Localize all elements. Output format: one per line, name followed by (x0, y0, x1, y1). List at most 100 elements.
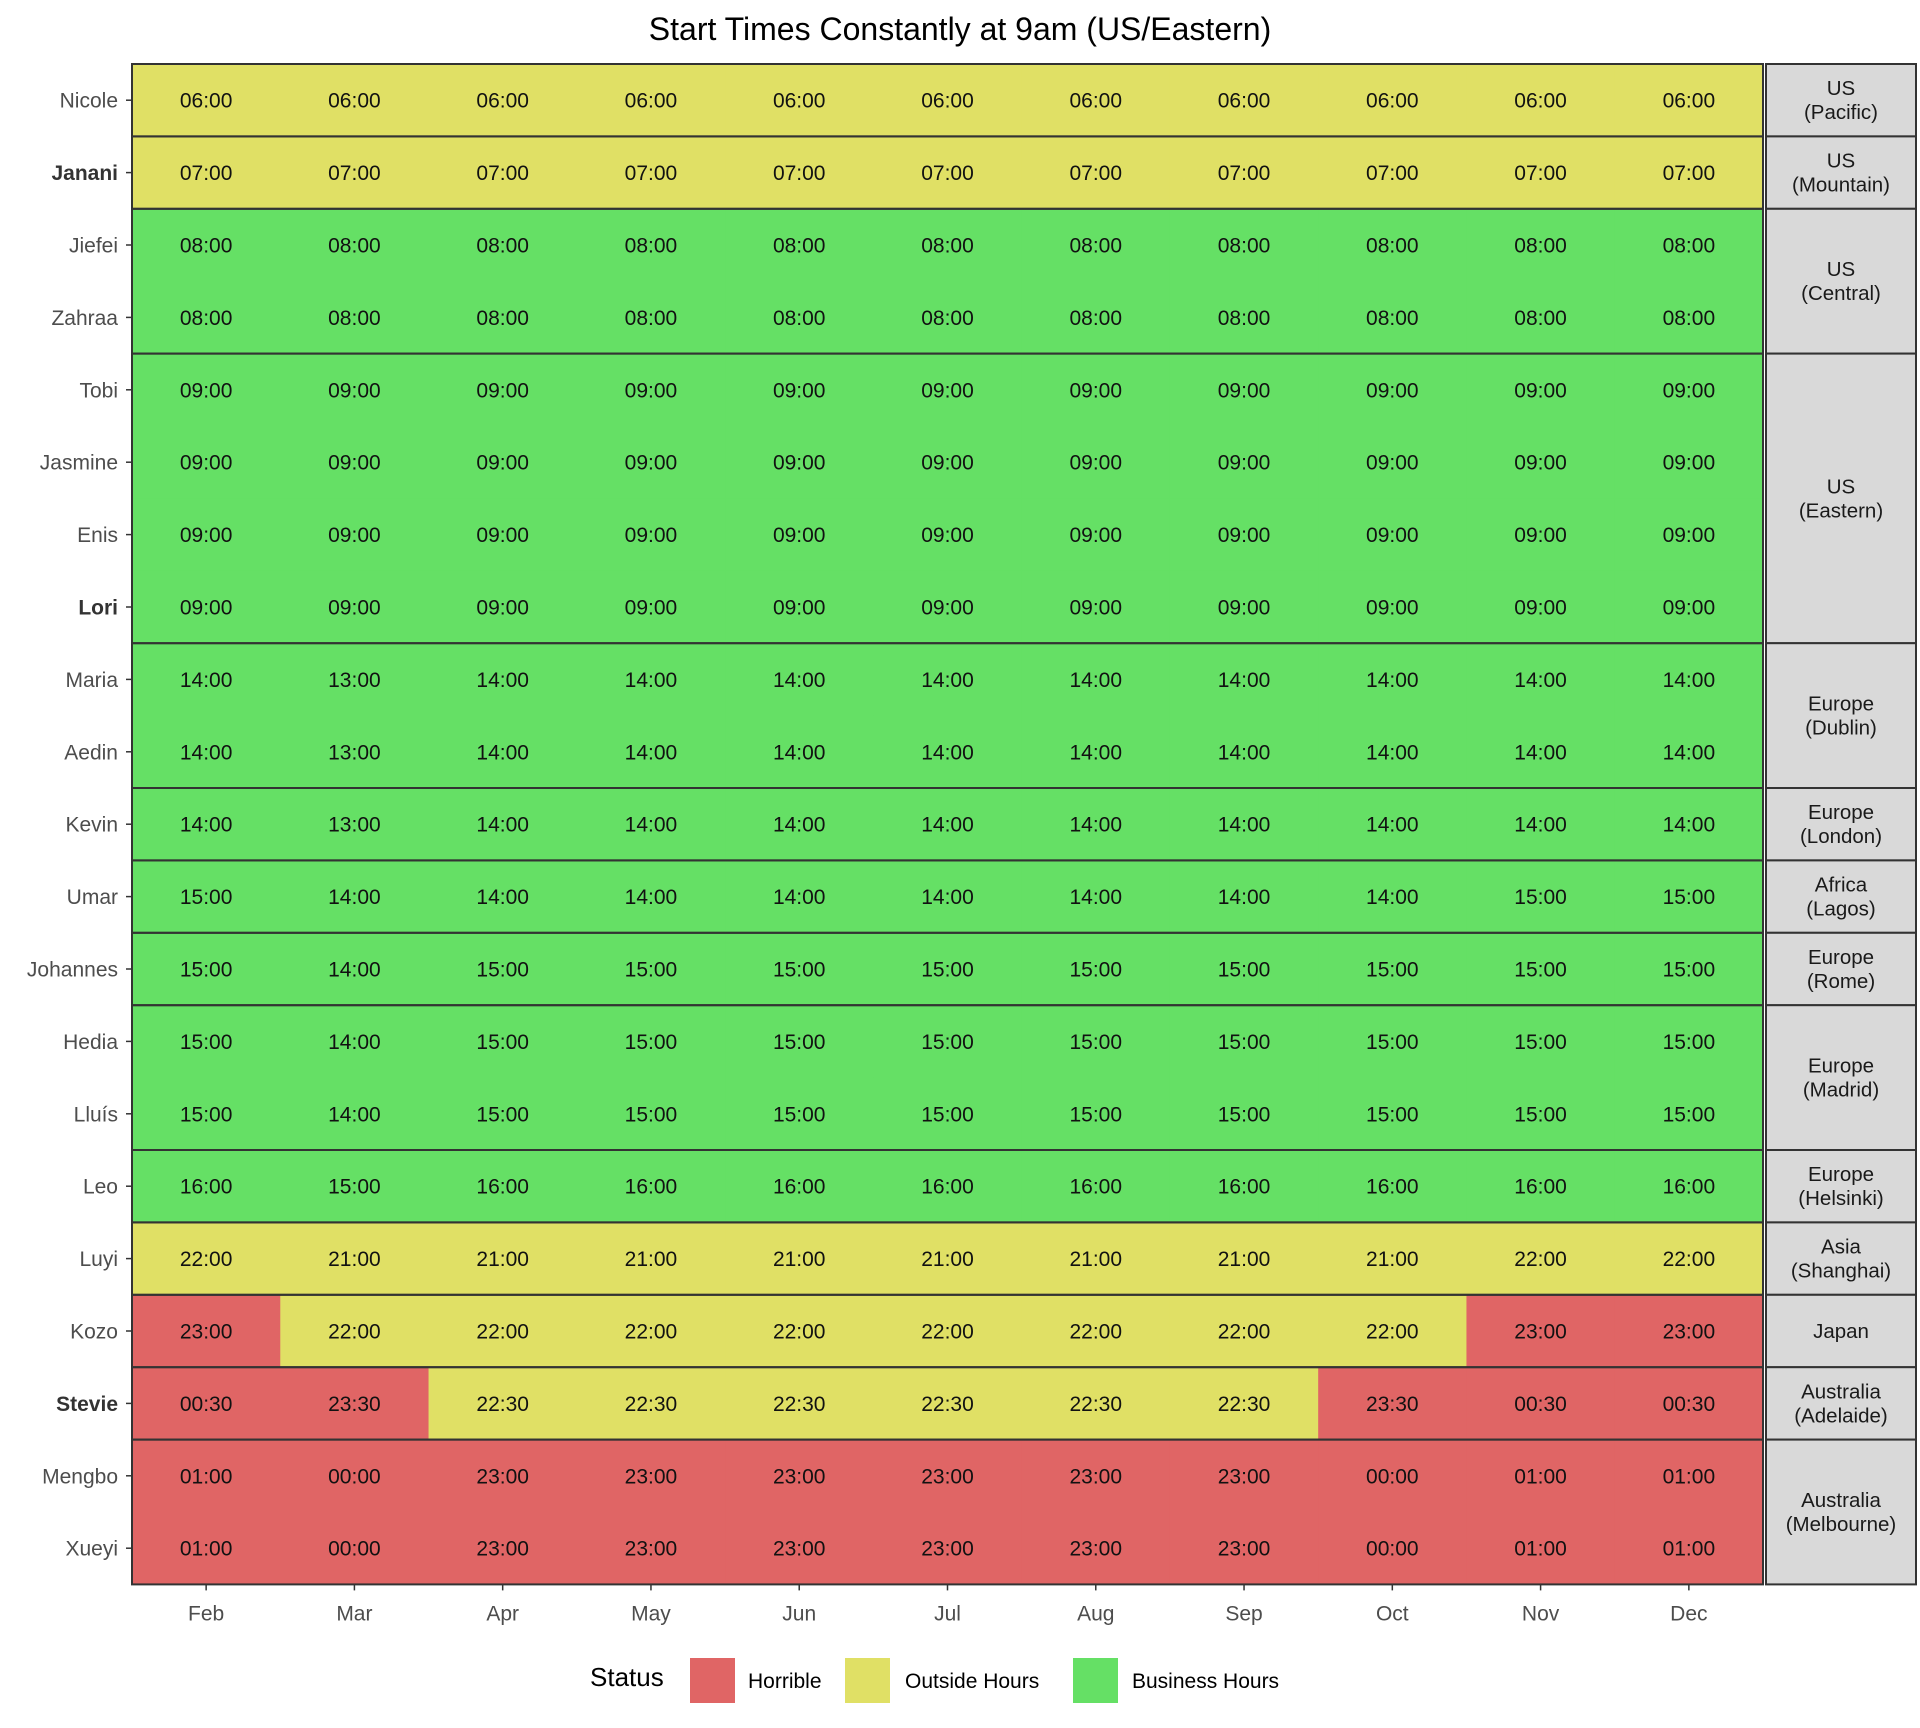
heatmap-cell (1318, 860, 1468, 934)
heatmap-cell (280, 426, 430, 499)
person-label: Lori (78, 597, 118, 620)
cell-time-label: 22:30 (476, 1393, 529, 1416)
heatmap-cell (1466, 1005, 1616, 1079)
heatmap-cell (576, 1005, 726, 1079)
cell-time-label: 14:00 (1514, 814, 1567, 837)
heatmap-cell (1466, 1512, 1616, 1585)
cell-time-label: 08:00 (1663, 235, 1716, 258)
cell-time-label: 01:00 (1514, 1465, 1567, 1488)
heatmap-cell (873, 1512, 1023, 1585)
heatmap-cell (1614, 353, 1764, 427)
cell-time-label: 00:00 (328, 1538, 381, 1561)
heatmap-cell (280, 932, 430, 1006)
heatmap-cell (1318, 570, 1468, 644)
facet-strip-label: (Lagos) (1806, 898, 1876, 921)
cell-time-label: 15:00 (773, 1031, 826, 1054)
heatmap-cell (1169, 1439, 1319, 1513)
heatmap-cell (576, 426, 726, 499)
heatmap-cell (1614, 64, 1764, 137)
person-label: Umar (67, 886, 118, 909)
facet-strip-label: US (1827, 475, 1855, 498)
cell-time-label: 23:00 (1218, 1538, 1271, 1561)
cell-time-label: 21:00 (1366, 1248, 1419, 1271)
cell-time-label: 22:00 (1514, 1248, 1567, 1271)
cell-time-label: 14:00 (328, 959, 381, 982)
heatmap-cell (725, 570, 874, 644)
cell-time-label: 23:00 (921, 1538, 974, 1561)
cell-time-label: 14:00 (1366, 886, 1419, 909)
heatmap-cell (725, 643, 874, 717)
facet-strip (1765, 1221, 1917, 1296)
facet-strip-label: Africa (1815, 874, 1868, 897)
heatmap-cell (280, 1439, 430, 1513)
heatmap-cell (132, 498, 281, 572)
facet-strip (1765, 207, 1917, 355)
month-label: Sep (1225, 1602, 1262, 1625)
heatmap-cell (1318, 64, 1468, 137)
month-label: Oct (1376, 1602, 1409, 1625)
person-label: Leo (83, 1176, 118, 1199)
heatmap-cell (1466, 860, 1616, 934)
cell-time-label: 00:00 (1366, 1465, 1419, 1488)
cell-time-label: 09:00 (1069, 452, 1122, 475)
cell-time-label: 08:00 (773, 235, 826, 258)
cell-time-label: 09:00 (1069, 597, 1122, 620)
heatmap-cell (725, 1077, 874, 1151)
cell-time-label: 08:00 (476, 307, 529, 330)
heatmap-cell (280, 1222, 430, 1296)
heatmap-cell (873, 643, 1023, 717)
cell-time-label: 14:00 (773, 741, 826, 764)
heatmap-cell (280, 498, 430, 572)
cell-time-label: 01:00 (1663, 1465, 1716, 1488)
heatmap-cell (1021, 1077, 1171, 1151)
cell-time-label: 23:00 (1069, 1465, 1122, 1488)
heatmap-cell (576, 498, 726, 572)
heatmap-cell (428, 932, 578, 1006)
heatmap-cell (1466, 353, 1616, 427)
heatmap-cell (725, 353, 874, 427)
cell-time-label: 22:30 (1069, 1393, 1122, 1416)
cell-time-label: 22:30 (773, 1393, 826, 1416)
heatmap-cell (1021, 1294, 1171, 1368)
heatmap-cells: 06:00 06:00 06:00 06:00 06:00 06:00 06:00 06:00… (132, 64, 1764, 1585)
heatmap-cell (873, 1367, 1023, 1441)
heatmap-cell (1169, 1294, 1319, 1368)
heatmap-cell (576, 1077, 726, 1151)
heatmap-cell (280, 1005, 430, 1079)
heatmap-cell (1169, 1077, 1319, 1151)
cell-time-label: 09:00 (921, 597, 974, 620)
heatmap-cell (1169, 860, 1319, 934)
heatmap-cell (725, 281, 874, 355)
heatmap-cell (428, 715, 578, 789)
cell-time-label: 08:00 (773, 307, 826, 330)
heatmap-cell (132, 1222, 281, 1296)
cell-time-label: 14:00 (773, 814, 826, 837)
cell-time-label: 23:00 (476, 1538, 529, 1561)
cell-time-label: 14:00 (921, 741, 974, 764)
facet-strip-label: US (1827, 150, 1855, 173)
cell-time-label: 09:00 (921, 379, 974, 402)
heatmap-cell (132, 208, 281, 282)
cell-time-label: 06:00 (1663, 90, 1716, 113)
person-label: Kozo (70, 1321, 118, 1344)
facet-strip-label: Japan (1813, 1320, 1869, 1343)
heatmap-cell (1021, 1439, 1171, 1513)
cell-time-label: 23:30 (328, 1393, 381, 1416)
cell-time-label: 14:00 (1069, 814, 1122, 837)
cell-time-label: 22:30 (921, 1393, 974, 1416)
chart-title: Start Times Constantly at 9am (US/Easter… (649, 11, 1271, 47)
facet-strip-label: (Melbourne) (1786, 1513, 1897, 1536)
heatmap-cell (873, 1294, 1023, 1368)
facet-strip (1765, 352, 1917, 645)
cell-time-label: 07:00 (1663, 162, 1716, 185)
cell-time-label: 14:00 (1366, 741, 1419, 764)
cell-time-label: 06:00 (773, 90, 826, 113)
heatmap-cell (873, 281, 1023, 355)
heatmap-cell (132, 1077, 281, 1151)
heatmap-cell (576, 932, 726, 1006)
cell-time-label: 15:00 (1218, 1103, 1271, 1126)
heatmap-cell (873, 1222, 1023, 1296)
cell-time-label: 09:00 (1514, 524, 1567, 547)
cell-time-label: 00:30 (180, 1393, 233, 1416)
cell-time-label: 13:00 (328, 814, 381, 837)
